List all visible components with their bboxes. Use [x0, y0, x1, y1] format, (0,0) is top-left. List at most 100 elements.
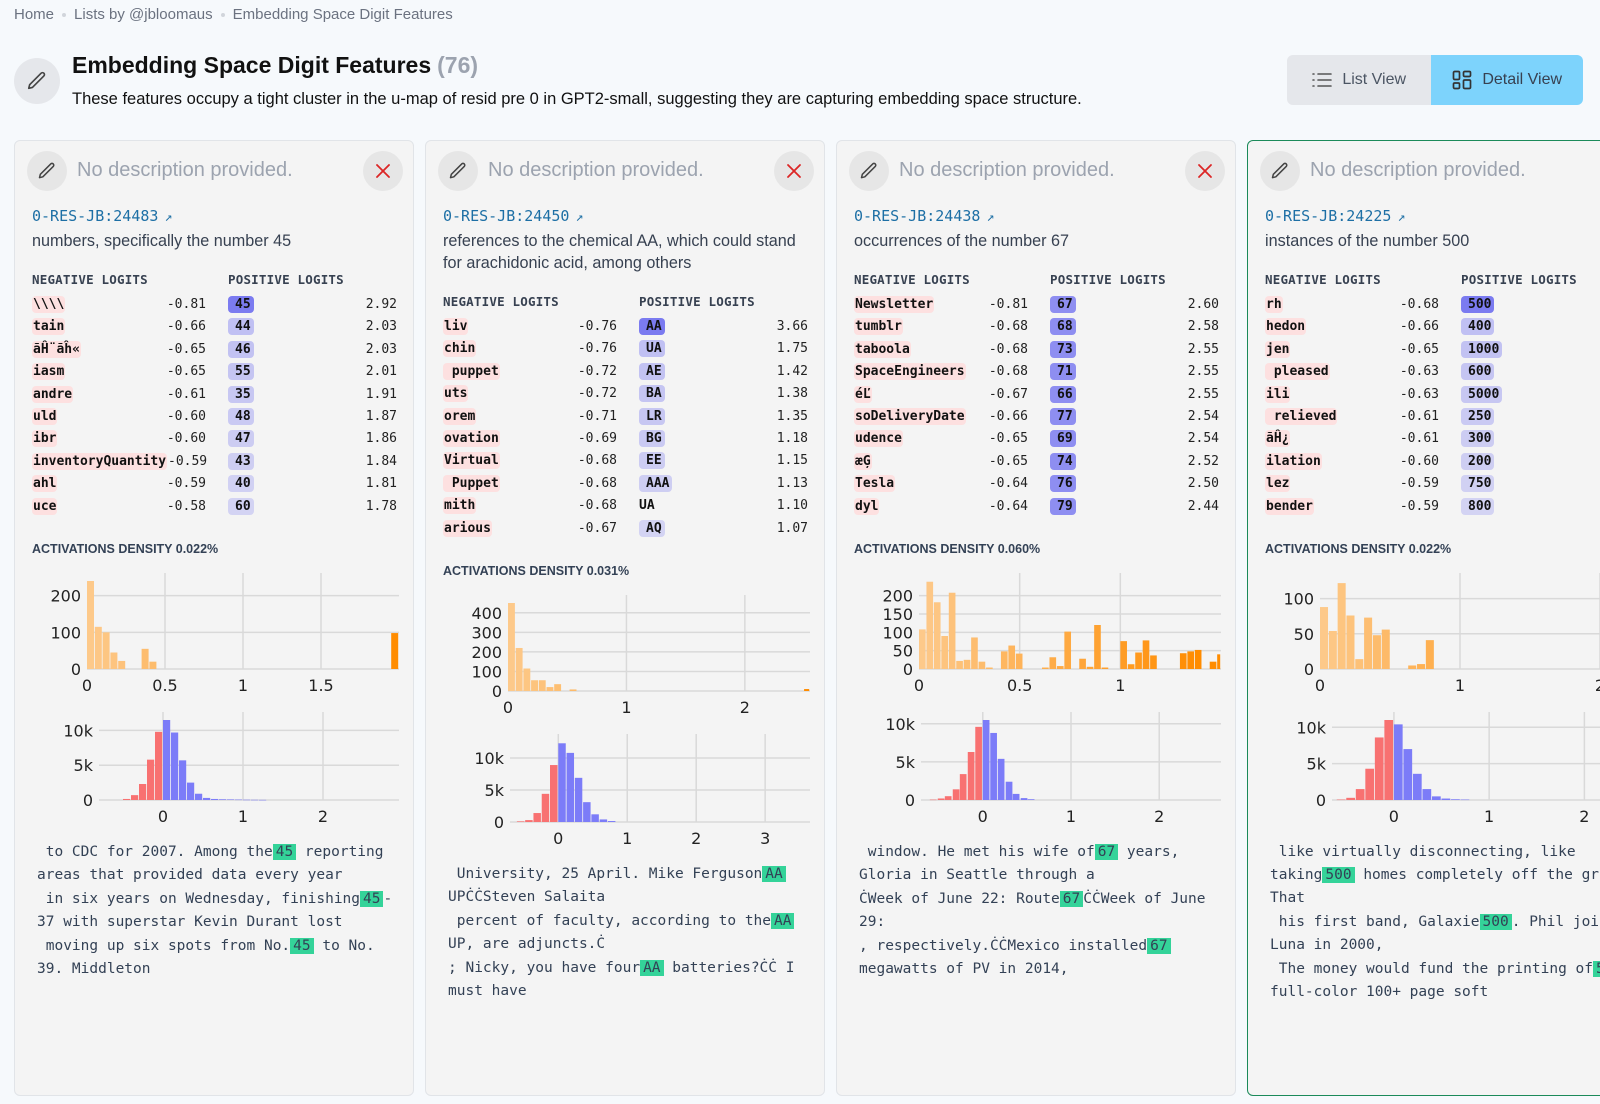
histogram-bar: [1364, 617, 1373, 669]
remove-feature-button[interactable]: [774, 151, 814, 191]
logit-row: lez -0.59 750: [1265, 475, 1600, 497]
remove-feature-button[interactable]: [363, 151, 403, 191]
feature-explanation: references to the chemical AA, which cou…: [443, 232, 796, 272]
histogram-bar: [926, 581, 934, 669]
positive-logit-value: 1.10: [776, 498, 808, 514]
histogram-bar: [1020, 798, 1028, 800]
list-view-button[interactable]: List View: [1287, 55, 1432, 105]
breadcrumb-list-owner[interactable]: Lists by @jbloomaus: [74, 6, 213, 23]
histogram-bar: [566, 752, 575, 822]
positive-logit-value: 1.13: [776, 475, 808, 491]
edit-list-button[interactable]: [14, 58, 60, 104]
breadcrumb-home[interactable]: Home: [14, 6, 55, 23]
positive-logit-value: 2.01: [365, 364, 397, 380]
edit-description-button[interactable]: [1260, 151, 1300, 191]
histogram-bar: [607, 821, 616, 822]
negative-logit-value: -0.67: [577, 520, 617, 536]
activation-example[interactable]: University, 25 April. Mike Ferguson AA UP…: [448, 863, 820, 909]
histogram-bar: [986, 667, 993, 669]
activation-example[interactable]: window. He met his wife of 67 years, Glor…: [859, 841, 1231, 887]
activation-example[interactable]: The money would fund the printing of500 …: [1270, 958, 1600, 1004]
histogram-bar: [944, 796, 952, 800]
x-tick-label: 0: [914, 676, 924, 695]
example-text: batteries?ĊĊ I must have: [448, 960, 804, 999]
histogram-bar: [533, 813, 541, 822]
histogram-bar: [87, 581, 94, 669]
histogram-bar: [591, 814, 599, 822]
feature-link[interactable]: 0-RES-JB:24483 ↗: [32, 207, 172, 225]
negative-logit-token: relieved: [1265, 408, 1338, 425]
card-header: No description provided.: [438, 151, 814, 191]
y-tick-label: 300: [471, 623, 502, 642]
example-text: , respectively.ĊĊMexico installed: [859, 938, 1148, 954]
logit-row: ovation -0.69 BG 1.18: [443, 430, 808, 452]
activation-example[interactable]: in six years on Wednesday, finishing 45 -3…: [37, 888, 409, 934]
highlighted-token: 67: [1094, 844, 1119, 860]
histogram-bar: [933, 602, 941, 669]
feature-link[interactable]: 0-RES-JB:24225 ↗: [1265, 207, 1405, 225]
breadcrumb-separator: [62, 12, 67, 17]
edit-description-button[interactable]: [27, 151, 67, 191]
histogram-bar: [1336, 799, 1346, 801]
logit-row: udence -0.65 69 2.54: [854, 430, 1219, 452]
positive-logit-token: 71: [1050, 363, 1076, 381]
negative-logit-value: -0.66: [988, 409, 1028, 424]
histogram-bar: [1460, 799, 1470, 801]
x-tick-label: 2: [691, 829, 701, 848]
logit-row: iasm -0.65 55 2.01: [32, 363, 397, 385]
positive-logit-value: 2.55: [1187, 386, 1219, 402]
histogram-bar: [558, 743, 566, 822]
logit-row: æĢ -0.65 74 2.52: [854, 452, 1219, 475]
activation-example[interactable]: moving up six spots from No. 45 to No. 39…: [37, 935, 409, 981]
negative-logit-value: -0.65: [988, 453, 1028, 469]
activation-example[interactable]: ĊWeek of June 22: Route 67 ĊĊWeek of June …: [859, 888, 1231, 934]
positive-logit-token: 40: [228, 475, 254, 493]
logit-row: Tesla -0.64 76 2.50: [854, 475, 1219, 497]
activation-example[interactable]: to CDC for 2007. Among the 45 reporting a…: [37, 841, 409, 887]
x-tick-label: 2: [318, 807, 328, 826]
logit-row: ilation -0.60 200: [1265, 452, 1600, 475]
logits-table: NEGATIVE LOGITS POSITIVE LOGITS Newsletter…: [854, 272, 1219, 515]
histogram-bar: [1381, 629, 1390, 669]
negative-logit-token: jen: [1265, 340, 1291, 358]
edit-description-button[interactable]: [849, 151, 889, 191]
histogram-bar: [583, 802, 591, 822]
highlighted-token: AA: [771, 913, 795, 929]
histogram-bar: [1142, 640, 1150, 669]
y-tick-label: 5k: [74, 756, 94, 775]
negative-logit-value: -0.76: [577, 319, 617, 334]
remove-feature-button[interactable]: [1185, 151, 1225, 191]
x-tick-label: 1: [1455, 676, 1465, 695]
negative-logit-value: -0.68: [577, 475, 617, 491]
activations-density-label: ACTIVATIONS DENSITY 0.022%: [32, 542, 219, 556]
positive-logit-token: 5000: [1461, 385, 1503, 403]
histogram-bar: [118, 660, 126, 669]
activation-example[interactable]: percent of faculty, according to the AA U…: [448, 910, 820, 956]
activation-example[interactable]: like virtually disconnecting, like takin…: [1270, 841, 1600, 910]
y-tick-label: 200: [882, 587, 913, 606]
negative-logits-header: NEGATIVE LOGITS: [854, 272, 970, 287]
activation-example[interactable]: , respectively.ĊĊMexico installed 67 mega…: [859, 935, 1231, 981]
feature-link[interactable]: 0-RES-JB:24450 ↗: [443, 207, 583, 225]
y-tick-label: 200: [471, 643, 502, 662]
histogram-bar: [203, 797, 211, 800]
feature-link[interactable]: 0-RES-JB:24438 ↗: [854, 207, 994, 225]
histogram-bar: [1120, 641, 1127, 669]
detail-view-button[interactable]: Detail View: [1431, 55, 1583, 105]
histogram-bar: [1408, 665, 1417, 669]
positive-logit-token: 250: [1461, 408, 1495, 425]
histogram-bar: [227, 799, 235, 800]
negative-logit-value: -0.68: [577, 453, 617, 469]
feature-card: No description provided. 0-RES-JB:24483 ↗ n…: [14, 140, 414, 1096]
pencil-icon: [1271, 162, 1288, 179]
positive-logit-token: 45: [228, 296, 254, 313]
histogram-bar: [171, 732, 179, 800]
edit-description-button[interactable]: [438, 151, 478, 191]
example-text: -37 with superstar Kevin Durant lost: [37, 891, 393, 930]
card-header: No description provided.: [27, 151, 403, 191]
activation-example[interactable]: ; Nicky, you have four AA batteries?ĊĊ I …: [448, 957, 820, 1003]
histogram-bar: [1451, 799, 1460, 800]
card-description: No description provided.: [1310, 159, 1526, 181]
